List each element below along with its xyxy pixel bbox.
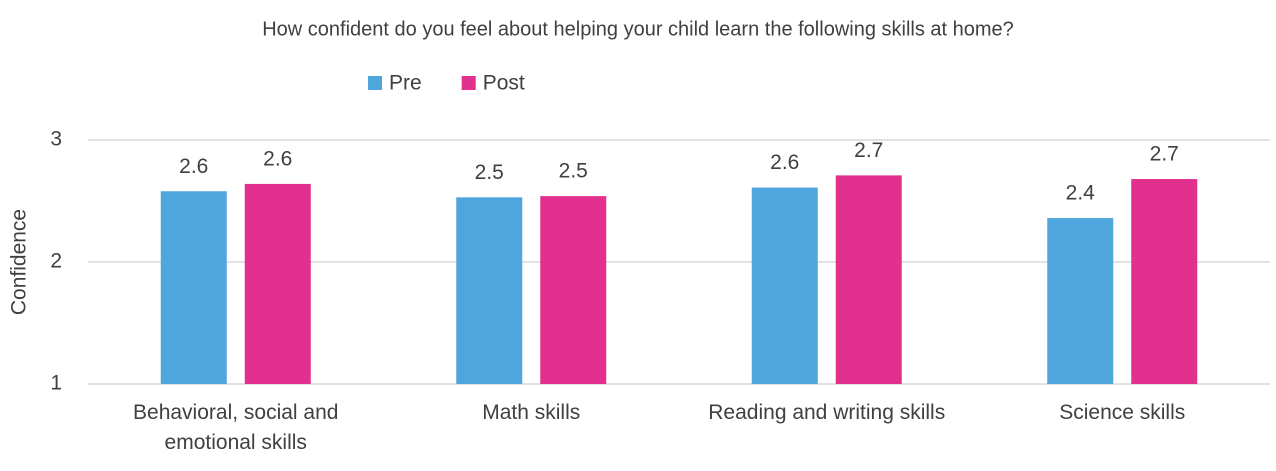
legend-label: Pre (389, 72, 422, 95)
legend-label: Post (483, 72, 525, 95)
bar (751, 187, 818, 384)
bar (540, 196, 607, 384)
chart-title: How confident do you feel about helping … (262, 18, 1014, 40)
data-label: 2.7 (1150, 143, 1179, 166)
x-tick-label: Math skills (482, 401, 581, 424)
y-axis-label: Confidence (8, 209, 31, 315)
data-label: 2.6 (263, 147, 292, 170)
x-tick-label: Behavioral, social and emotional skills (133, 401, 339, 454)
y-tick-label: 3 (50, 128, 62, 151)
bar (160, 191, 227, 384)
y-tick-label: 1 (50, 372, 62, 395)
legend-swatch (368, 76, 382, 90)
data-label: 2.6 (770, 151, 799, 174)
bar (835, 175, 902, 384)
bar (244, 183, 311, 384)
x-tick-label: Science skills (1059, 401, 1186, 424)
bar (1131, 179, 1198, 384)
bar (456, 197, 523, 384)
x-tick-label: Reading and writing skills (708, 401, 946, 424)
data-label: 2.7 (854, 139, 883, 162)
data-label: 2.6 (179, 155, 208, 178)
data-label: 2.4 (1066, 182, 1096, 205)
bar (1047, 218, 1114, 384)
y-tick-label: 2 (50, 250, 62, 273)
data-label: 2.5 (475, 161, 504, 184)
data-label: 2.5 (559, 160, 588, 183)
legend-swatch (461, 76, 476, 90)
